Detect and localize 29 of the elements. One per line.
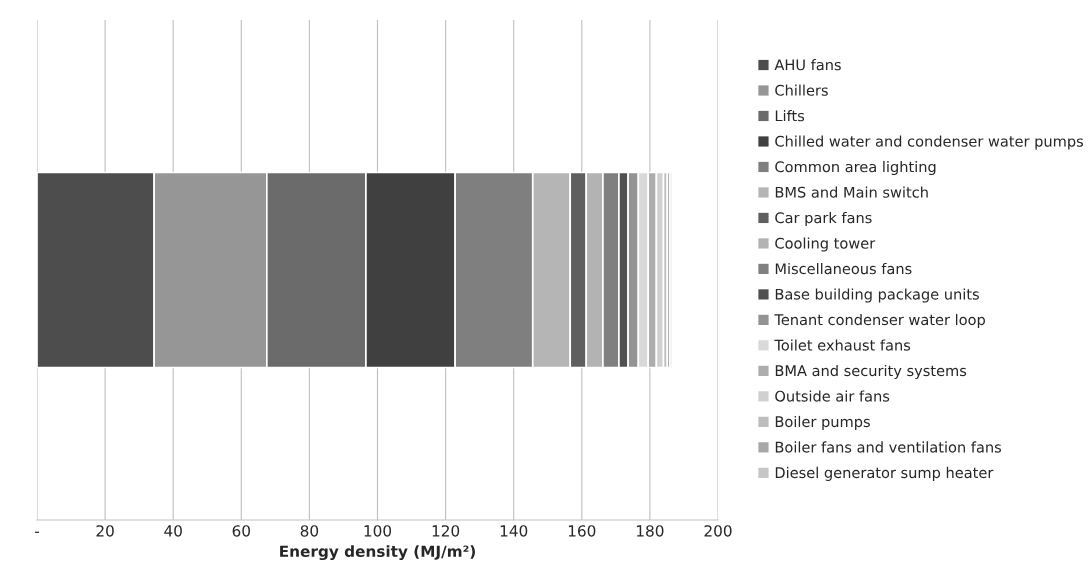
x-tick-label: 60	[232, 525, 251, 537]
legend-label: Miscellaneous fans	[775, 262, 912, 275]
x-tick-label: 200	[704, 525, 732, 537]
x-tick-label: 180	[637, 525, 664, 537]
x-tick-label: 100	[364, 525, 392, 537]
legend-label: Chilled water and condenser water pumps	[775, 135, 1083, 150]
x-tick-label: 80	[300, 525, 319, 537]
legend-label: Diesel generator sump heater	[775, 466, 994, 481]
x-tick-label: 20	[96, 525, 114, 537]
x-axis-title: Energy density (MJ/m²)	[280, 545, 475, 561]
legend-label: Lifts	[775, 110, 805, 122]
legend-label: Car park fans	[775, 211, 872, 227]
legend-label: Toilet exhaust fans	[774, 339, 911, 351]
legend-label: Common area lighting	[775, 160, 936, 176]
legend-label: Outside air fans	[775, 390, 890, 402]
x-tick-label: 140	[500, 525, 528, 537]
x-tick-label: 120	[432, 525, 460, 537]
legend-label: Boiler pumps	[775, 415, 870, 430]
legend-label: Tenant condenser water loop	[774, 313, 985, 329]
legend-label: AHU fans	[774, 59, 841, 71]
legend-label: Cooling tower	[775, 237, 876, 252]
legend-label: Boiler fans and ventilation fans	[775, 441, 1002, 453]
legend-label: BMA and security systems	[775, 364, 967, 380]
x-tick-label: 160	[568, 525, 596, 537]
legend-label: Chillers	[775, 84, 828, 96]
legend-label: BMS and Main switch	[775, 186, 928, 198]
x-tick-label: -	[34, 531, 40, 533]
x-tick-label: 40	[164, 525, 182, 537]
legend-label: Base building package units	[775, 288, 979, 303]
